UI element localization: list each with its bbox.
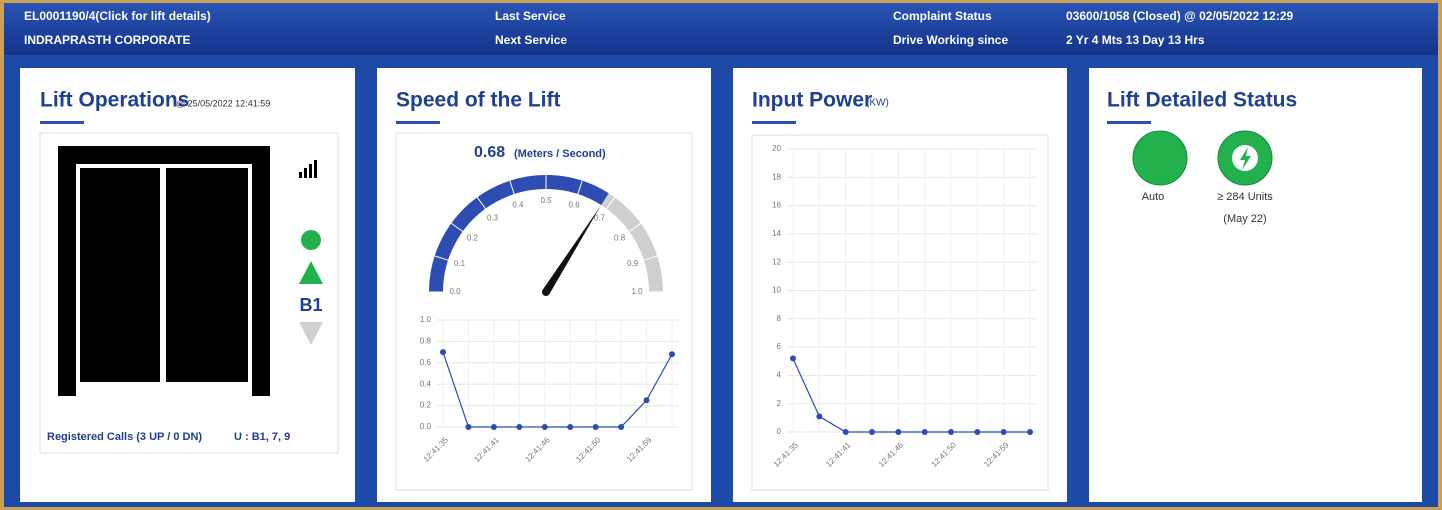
y-tick-label: 12: [772, 257, 781, 266]
point: [974, 429, 980, 435]
y-tick-label: 0.8: [420, 337, 432, 346]
point: [491, 424, 497, 430]
gauge-tick-label: 0.7: [594, 213, 606, 222]
registered-calls: Registered Calls (3 UP / 0 DN): [47, 431, 202, 443]
complaint-value: 03600/1058 (Closed) @ 02/05/2022 12:29: [1066, 9, 1294, 23]
drive-label: Drive Working since: [893, 33, 1008, 47]
y-tick-label: 8: [777, 314, 782, 323]
y-tick-label: 0.2: [420, 401, 432, 410]
y-tick-label: 6: [777, 342, 782, 351]
point: [790, 355, 796, 361]
y-tick-label: 18: [772, 172, 781, 181]
y-tick-label: 10: [772, 286, 781, 295]
gauge-tick-label: 0.6: [569, 201, 581, 210]
y-tick-label: 14: [772, 229, 781, 238]
point: [1001, 429, 1007, 435]
gauge-tick-label: 0.1: [454, 259, 466, 268]
complaint-label: Complaint Status: [893, 9, 992, 23]
timestamp: @ 25/05/2022 12:41:59: [176, 98, 270, 108]
gauge-tick-label: 0.2: [467, 234, 479, 243]
panel-title: Input Power: [752, 89, 872, 112]
point: [618, 424, 624, 430]
power-unit: (KW): [866, 98, 889, 109]
point: [516, 424, 522, 430]
point: [922, 429, 928, 435]
gauge-tick-label: 0.8: [614, 234, 626, 243]
point: [948, 429, 954, 435]
gauge-tick-label: 0.4: [512, 201, 524, 210]
y-tick-label: 1.0: [420, 315, 432, 324]
panel-title: Lift Operations: [40, 89, 189, 112]
calls: U : B1, 7, 9: [234, 431, 290, 443]
lift-door: [80, 168, 160, 382]
dashboard: EL0001190/4(Click for lift details) INDR…: [0, 0, 1442, 510]
y-tick-label: 0.4: [420, 379, 432, 388]
point: [465, 424, 471, 430]
y-tick-label: 0.6: [420, 358, 432, 367]
underline: [396, 121, 440, 124]
gauge-tick-label: 0.5: [540, 196, 552, 205]
speed-value: 0.68: [474, 144, 505, 161]
point: [843, 429, 849, 435]
period: (May 22): [1223, 213, 1266, 225]
floor: B1: [299, 295, 322, 315]
y-tick-label: 16: [772, 201, 781, 210]
lift-door: [166, 168, 248, 382]
y-tick-label: 0: [777, 427, 782, 436]
auto-indicator: [1133, 131, 1187, 185]
point: [669, 351, 675, 357]
gauge-tick-label: 0.3: [487, 213, 499, 222]
mode: Auto: [1142, 191, 1165, 203]
gauge-hub: [542, 288, 550, 296]
panel-title: Speed of the Lift: [396, 89, 561, 112]
y-tick-label: 4: [777, 371, 782, 380]
lift-id-link[interactable]: EL0001190/4(Click for lift details): [24, 9, 211, 23]
units: ≥ 284 Units: [1217, 191, 1273, 203]
y-tick-label: 20: [772, 144, 781, 153]
point: [1027, 429, 1033, 435]
next-service: Next Service: [495, 33, 567, 47]
point: [542, 424, 548, 430]
status-dot: [301, 230, 321, 250]
point: [895, 429, 901, 435]
underline: [752, 121, 796, 124]
point: [869, 429, 875, 435]
panel-title: Lift Detailed Status: [1107, 89, 1297, 112]
speed-unit: (Meters / Second): [514, 148, 606, 160]
drive-value: 2 Yr 4 Mts 13 Day 13 Hrs: [1066, 33, 1205, 47]
last-service: Last Service: [495, 9, 566, 23]
point: [567, 424, 573, 430]
point: [440, 349, 446, 355]
gauge-tick-label: 0.9: [627, 259, 639, 268]
gauge-tick-label: 0.0: [449, 287, 461, 296]
underline: [1107, 121, 1151, 124]
gauge-tick-label: 1.0: [631, 287, 643, 296]
underline: [40, 121, 84, 124]
y-tick-label: 2: [777, 399, 782, 408]
point: [644, 397, 650, 403]
company: INDRAPRASTH CORPORATE: [24, 33, 190, 47]
point: [593, 424, 599, 430]
y-tick-label: 0.0: [420, 422, 432, 431]
point: [816, 413, 822, 419]
